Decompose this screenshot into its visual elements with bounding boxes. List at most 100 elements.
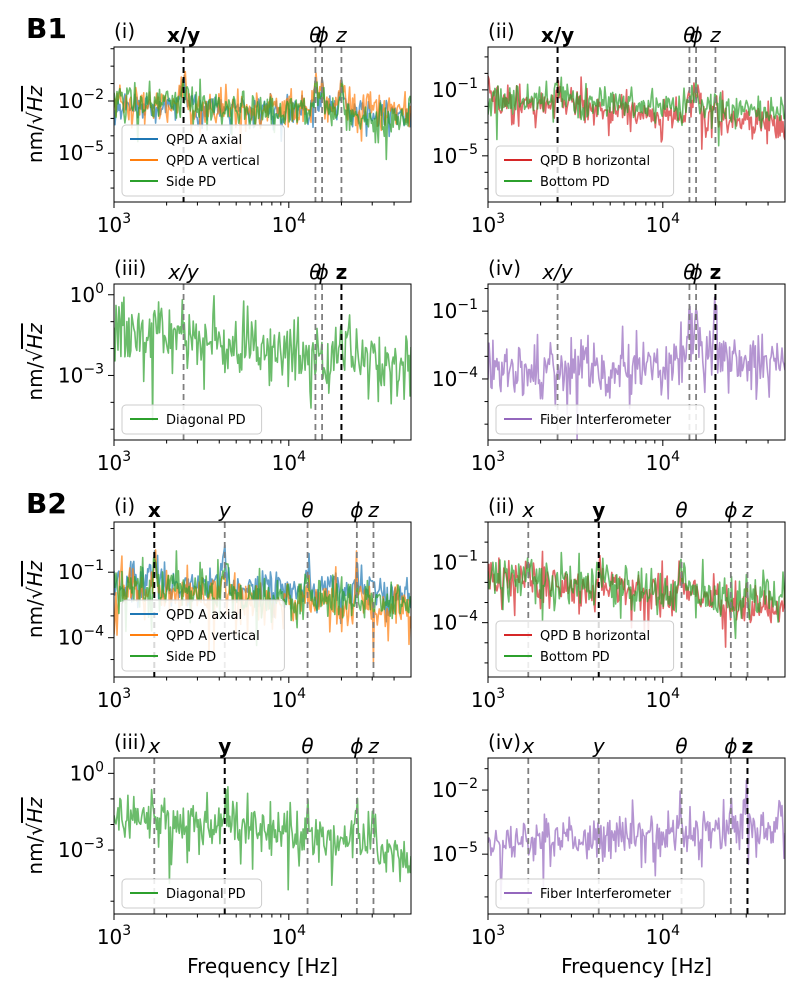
y-tick-label-base: 10	[432, 78, 457, 102]
legend-entry-qpd-a-axial: QPD A axial	[166, 133, 242, 148]
x-tick-label-base: 10	[97, 213, 122, 237]
x-tick-label-exponent: 3	[496, 686, 505, 702]
x-tick-label-exponent: 3	[122, 211, 131, 227]
x-tick-label-base: 10	[471, 213, 496, 237]
legend-entry-fiber-interferometer: Fiber Interferometer	[540, 413, 672, 428]
series-line-diagonal-pd	[114, 785, 411, 891]
series-line-fiber-interferometer	[488, 296, 785, 440]
mode-label-theta: θ	[675, 498, 687, 522]
x-tick-label-base: 10	[646, 213, 671, 237]
panel-id: (iv)	[488, 730, 521, 754]
x-ticks: 103 104	[471, 914, 769, 949]
legend: QPD A axial QPD A vertical Side PD	[121, 124, 285, 197]
y-axis-title-unit: nm/	[23, 599, 47, 638]
mode-label-xy: x/y	[167, 260, 200, 284]
mode-label-z: z	[367, 498, 379, 522]
x-tick-label: 103	[471, 211, 505, 237]
x-axis-title: Frequency [Hz]	[187, 954, 338, 978]
y-tick-label-exponent: −4	[457, 609, 478, 625]
series-line-fiber-interferometer	[488, 779, 785, 901]
plot-area-b2-iv	[488, 779, 785, 901]
y-tick-label-exponent: −5	[457, 142, 478, 158]
panel-id: (iii)	[114, 730, 146, 754]
y-tick-label-base: 10	[432, 611, 457, 635]
legend-entry-qpd-b-horizontal: QPD B horizontal	[540, 154, 650, 169]
legend-entry-bottom-pd: Bottom PD	[540, 650, 610, 665]
y-tick-label: 10−2	[432, 776, 478, 802]
block-label-b1: B1	[26, 12, 67, 45]
x-tick-label: 103	[471, 449, 505, 475]
y-tick-label: 10−4	[432, 365, 478, 391]
x-axis-title: Frequency [Hz]	[561, 954, 712, 978]
y-tick-label-exponent: −3	[83, 836, 104, 852]
y-ticks: 10−110−5	[432, 56, 488, 190]
legend-entry-bottom-pd: Bottom PD	[540, 175, 610, 190]
x-tick-label-base: 10	[471, 688, 496, 712]
x-tick-label: 104	[272, 449, 306, 475]
x-tick-label-exponent: 4	[297, 923, 306, 939]
series-line-bottom-pd	[488, 551, 785, 640]
y-tick-label-exponent: −2	[457, 776, 478, 792]
axes-frame	[113, 283, 412, 441]
mode-label-phi: ϕ	[315, 260, 328, 284]
mode-label-z: z	[367, 734, 379, 758]
x-tick-label-exponent: 4	[671, 686, 680, 702]
mode-label-phi: ϕ	[350, 498, 363, 522]
plot-area-b1-iii	[114, 294, 411, 422]
panel-id: (ii)	[488, 19, 515, 43]
y-tick-label-base: 10	[70, 761, 95, 785]
y-tick-label: 10−1	[432, 548, 478, 574]
y-axis-title-hz: Hz	[23, 797, 47, 823]
y-tick-label-exponent: −5	[457, 840, 478, 856]
series-line-side-pd	[114, 77, 411, 161]
mode-label-theta: θ	[683, 23, 695, 47]
y-axis-title: nm/√Hz	[23, 323, 47, 401]
plot-area-b1-iv	[488, 296, 785, 440]
x-tick-label: 103	[471, 923, 505, 949]
x-tick-label-exponent: 3	[496, 211, 505, 227]
y-tick-label-exponent: −1	[457, 548, 478, 564]
axes-frame	[487, 757, 786, 915]
y-axis-title: nm/√Hz	[23, 797, 47, 875]
x-tick-label-exponent: 3	[122, 686, 131, 702]
y-tick-label-exponent: 0	[95, 281, 104, 297]
mode-label-theta: θ	[675, 734, 687, 758]
mode-label-z: z	[741, 498, 753, 522]
mode-label-theta: θ	[301, 734, 313, 758]
x-tick-label: 104	[646, 923, 680, 949]
plot-area-b1-ii	[488, 75, 785, 150]
x-tick-label-base: 10	[272, 688, 297, 712]
legend: Fiber Interferometer	[495, 878, 705, 909]
x-tick-label: 104	[272, 923, 306, 949]
y-tick-label-exponent: −2	[83, 87, 104, 103]
y-tick-label-exponent: −1	[457, 297, 478, 313]
sqrt-symbol: √	[23, 586, 47, 599]
x-tick-label: 103	[471, 686, 505, 712]
x-tick-label-base: 10	[272, 213, 297, 237]
mode-label-y: y	[592, 734, 606, 758]
y-tick-label-exponent: −1	[457, 76, 478, 92]
y-axis-title-unit: nm/	[23, 835, 47, 874]
legend: QPD B horizontal Bottom PD	[495, 620, 675, 672]
x-tick-label: 104	[646, 449, 680, 475]
x-ticks: 10 3 104	[97, 677, 395, 712]
legend: Fiber Interferometer	[495, 404, 705, 435]
plot-area-b2-iii	[114, 785, 411, 891]
y-tick-label-base: 10	[58, 89, 83, 113]
y-tick-label-exponent: −4	[457, 365, 478, 381]
y-tick-label-base: 10	[432, 144, 457, 168]
mode-label-xy: x/y	[541, 260, 574, 284]
y-ticks: 10−110−4	[58, 528, 114, 661]
legend: Diagonal PD	[121, 878, 263, 909]
axes-frame	[487, 521, 786, 678]
legend-box	[121, 404, 263, 435]
y-tick-label-base: 10	[432, 550, 457, 574]
series-line-qpd-b-horizontal	[488, 550, 785, 648]
x-tick-label-exponent: 4	[297, 449, 306, 465]
x-tick-label: 104	[272, 686, 306, 712]
